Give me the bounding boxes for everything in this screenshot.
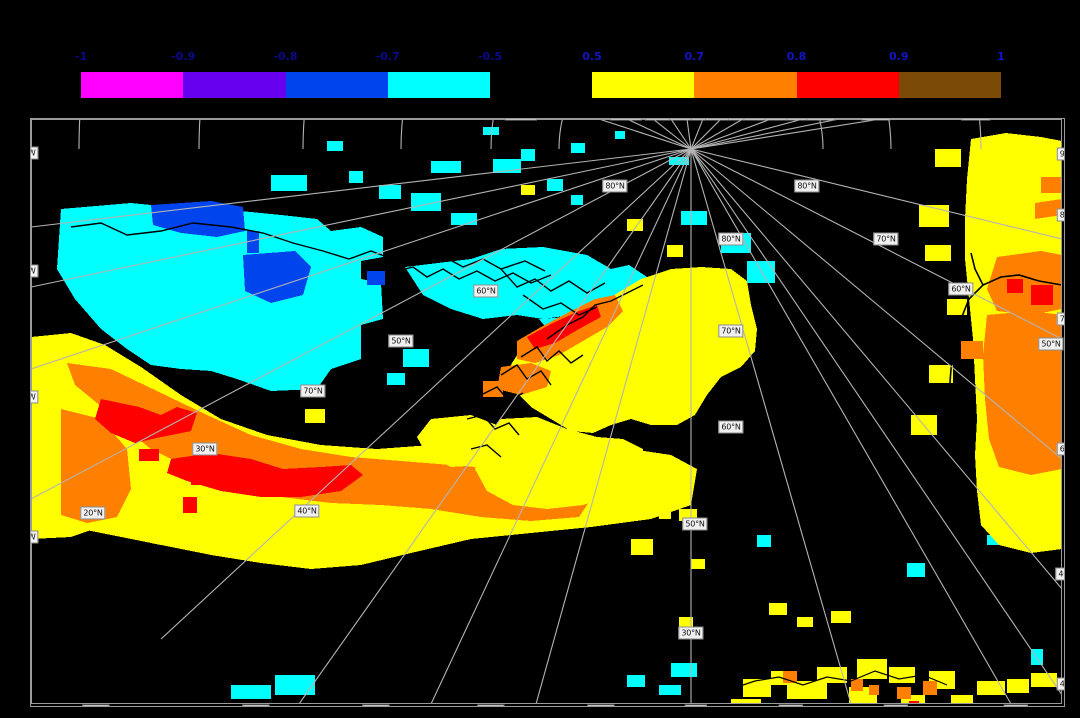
graticule-label: 90°W	[31, 146, 39, 160]
graticule-label: 60°N	[718, 420, 744, 434]
graticule-label: 70°N	[873, 232, 899, 246]
graticule-label: 50°W	[82, 704, 110, 706]
graticule-label: 90°E	[1056, 147, 1064, 161]
negative-colorbar-ticks: -1 -0.9 -0.8 -0.7 -0.5	[75, 50, 502, 66]
graticule-label: 60°N	[948, 282, 974, 296]
cbar-neg-tick-4: -0.5	[477, 50, 503, 63]
graticule-label: 50°N	[388, 334, 414, 348]
graticule-meridians	[31, 119, 1062, 704]
graticule-label: 100°W	[504, 119, 538, 121]
graticule-label: 40°N	[1055, 567, 1064, 581]
graticule-label: 30°N	[192, 442, 218, 456]
graticule-label: 0°W	[684, 704, 708, 706]
graticule-label: 50°N	[1038, 337, 1064, 351]
graticule-label: 60°E	[1056, 442, 1064, 456]
graticule-label: 80°N	[794, 179, 820, 193]
graticule-label: 60°N	[473, 284, 499, 298]
blob-mediterranean-red	[909, 701, 919, 704]
cbar-pos-seg-red	[796, 72, 899, 98]
graticule-label: 20°N	[80, 506, 106, 520]
cbar-pos-tick-4: 1	[997, 50, 1005, 63]
graticule-label: 110°W	[609, 119, 643, 121]
graticule-label: 70°E	[1056, 312, 1064, 326]
graticule-label: 10°W	[587, 704, 615, 706]
map-canvas	[31, 119, 1062, 704]
graticule	[31, 119, 1062, 704]
cbar-neg-tick-2: -0.8	[273, 50, 298, 63]
positive-colorbar-ticks: 0.5 0.7 0.8 0.9 1	[582, 50, 1005, 66]
cbar-neg-tick-1: -0.9	[171, 50, 196, 63]
cbar-pos-tick-1: 0.7	[684, 50, 705, 63]
cbar-pos-seg-brown	[898, 72, 1001, 98]
blob-mediterranean-yellow	[731, 603, 1057, 704]
coastlines-east-asia	[944, 252, 1062, 620]
cbar-neg-seg-cyan	[387, 72, 490, 98]
positive-correlation-colorbar	[592, 72, 1001, 98]
map-panel[interactable]: 100°W110°W120°W130°W150°170°W160°150°E16…	[30, 118, 1065, 707]
blob-siberia-yellow	[305, 185, 757, 555]
coastlines-mediterranean	[730, 670, 948, 690]
blob-subtropical-red	[95, 399, 363, 513]
cbar-pos-tick-2: 0.8	[786, 50, 807, 63]
cbar-pos-seg-yellow	[592, 72, 695, 98]
blob-east-asia-orange	[961, 177, 1062, 475]
cbar-neg-seg-blue	[285, 72, 388, 98]
graticule-label: 20°W	[477, 704, 505, 706]
cbar-neg-tick-3: -0.7	[375, 50, 400, 63]
cbar-neg-tick-0: -1	[74, 50, 88, 63]
coastlines	[70, 222, 606, 316]
graticule-label: 80°N	[718, 232, 744, 246]
graticule-label: 10°E	[778, 704, 804, 706]
blob-subtropical-orange	[61, 363, 591, 523]
cbar-pos-seg-orange	[694, 72, 797, 98]
graticule-label: 70°N	[300, 384, 326, 398]
graticule-label: 120°E	[806, 119, 836, 121]
graticule-label: 30°E	[1003, 704, 1029, 706]
graticule-label: 70°N	[718, 324, 744, 338]
graticule-label: 100°E	[961, 119, 991, 121]
graticule-label: 70°W	[31, 390, 39, 404]
blob-east-asia-red	[1007, 279, 1053, 305]
graticule-label: 30°N	[678, 626, 704, 640]
graticule-label: 60°W	[31, 530, 39, 544]
cbar-neg-seg-magenta	[81, 72, 184, 98]
graticule-label: 40°E	[1056, 677, 1064, 691]
graticule-label: 50°N	[682, 517, 708, 531]
graticule-label: 20°E	[883, 704, 909, 706]
graticule-label: 80°N	[602, 179, 628, 193]
negative-correlation-colorbar	[81, 72, 490, 98]
graticule-label: 40°W	[242, 704, 270, 706]
graticule-label: 80°W	[31, 264, 39, 278]
graticule-label: 80°E	[1056, 208, 1064, 222]
blob-south-yellow-small	[659, 509, 705, 627]
cbar-pos-tick-0: 0.5	[582, 50, 602, 63]
cbar-pos-tick-3: 0.9	[889, 50, 909, 63]
graticule-label: 110°E	[861, 119, 891, 121]
graticule-label: 30°W	[362, 704, 390, 706]
graticule-label: 40°N	[294, 504, 320, 518]
cbar-neg-seg-violet	[183, 72, 286, 98]
